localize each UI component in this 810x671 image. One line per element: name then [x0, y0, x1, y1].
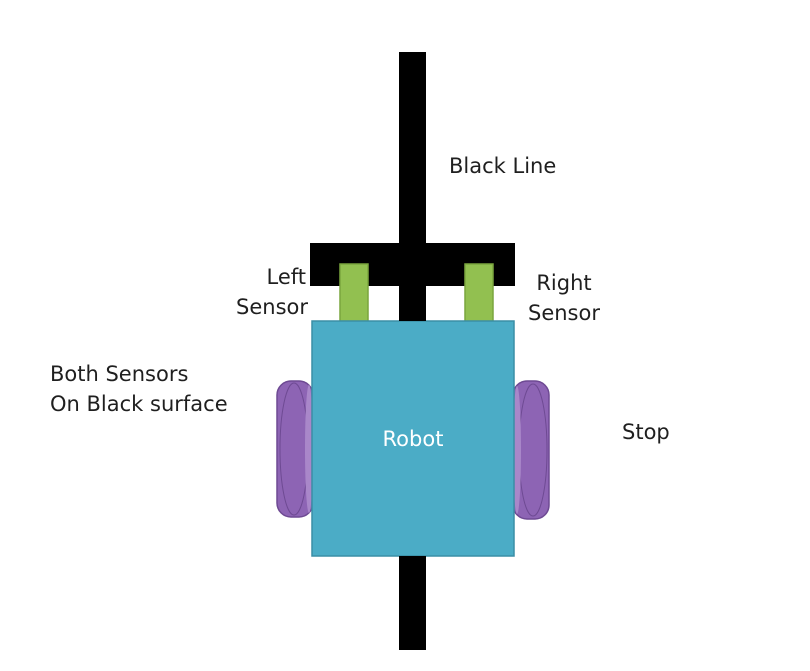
black-line-label: Black Line — [449, 154, 557, 178]
right-sensor-label-line2: Sensor — [528, 301, 600, 325]
right-sensor — [464, 263, 494, 325]
right-wheel — [512, 380, 550, 520]
left-sensor-label-line1: Left — [266, 265, 306, 289]
condition-label-line2: On Black surface — [50, 392, 228, 416]
left-sensor — [339, 263, 369, 325]
robot-label: Robot — [382, 427, 444, 451]
action-label: Stop — [622, 420, 670, 444]
left-sensor-label: Left Sensor — [232, 262, 308, 322]
condition-label: Both Sensors On Black surface — [50, 359, 228, 419]
black-line-center — [399, 286, 426, 321]
right-sensor-label: Right Sensor — [524, 268, 604, 328]
condition-label-line1: Both Sensors — [50, 362, 189, 386]
right-sensor-label-line1: Right — [536, 271, 592, 295]
left-sensor-label-line2: Sensor — [236, 295, 308, 319]
left-wheel — [276, 380, 314, 518]
robot-body — [311, 320, 515, 557]
black-line-tail — [399, 556, 426, 650]
